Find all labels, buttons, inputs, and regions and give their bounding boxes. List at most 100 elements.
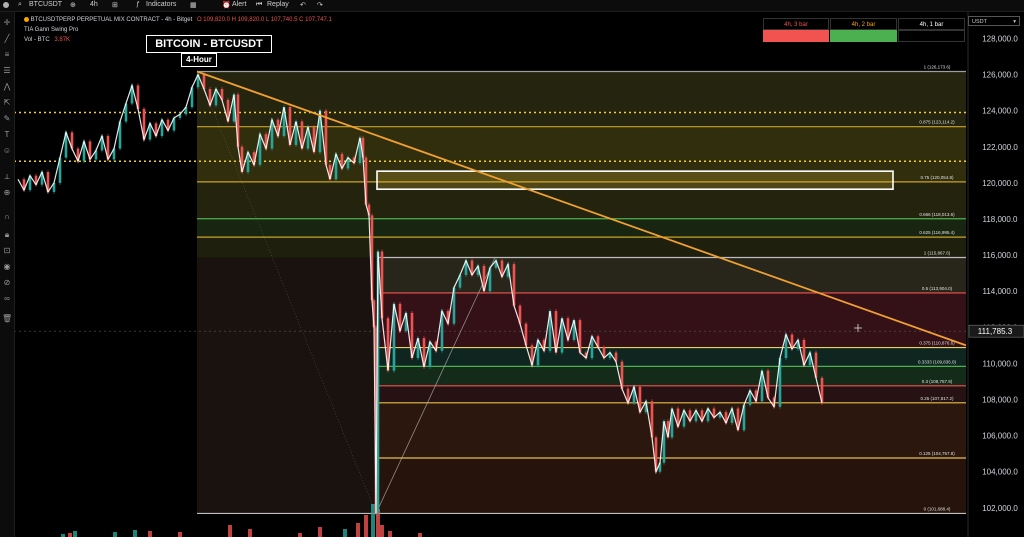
symbol-button[interactable]: BTCUSDT	[29, 1, 63, 8]
descending-trendline	[196, 70, 967, 347]
trend-line-icon[interactable]: ╱	[4, 34, 10, 43]
fib-zone-upper	[197, 181, 966, 219]
tf-cell-1: 4h, 3 bar	[763, 18, 829, 30]
indicators-button[interactable]: Indicators	[146, 1, 177, 8]
fib-level-label: 0.5 (113,904.0)	[922, 286, 953, 291]
fib-zone-lower	[378, 292, 966, 348]
fib-level-label: 0.25 (107,817.2)	[920, 396, 954, 401]
fib-level-label: 0.3 (108,757.9)	[922, 379, 953, 384]
volume-bar	[388, 531, 392, 537]
price-axis-tick: 122,000.0	[982, 143, 1018, 152]
alert-button[interactable]: Alert	[232, 1, 247, 8]
fib-level-label: 0.75 (120,054.8)	[920, 175, 954, 180]
fib-retracement-icon[interactable]: ☰	[3, 66, 11, 75]
volume-bar	[73, 531, 77, 537]
fib-zone-upper	[197, 237, 966, 258]
prediction-icon[interactable]: ⇱	[3, 98, 11, 107]
lock-drawings-icon[interactable]: 🔒︎	[4, 230, 10, 239]
price-axis-tick: 104,000.0	[982, 468, 1018, 477]
hide-icon[interactable]: ⊘	[3, 278, 11, 287]
avatar[interactable]	[3, 2, 9, 8]
volume-bar	[364, 515, 368, 537]
volume-bar	[298, 533, 302, 537]
compare-add-icon[interactable]: ⊕	[70, 2, 76, 9]
volume-bar	[61, 534, 65, 537]
ruler-icon[interactable]: ⟂	[4, 172, 10, 181]
volume-bar	[148, 531, 152, 537]
volume-bar	[248, 529, 252, 537]
symbol-search-icon[interactable]: ⌕	[18, 1, 22, 8]
legend-indicator[interactable]: TIA Gann Swing Pro	[24, 27, 79, 33]
crosshair-icon[interactable]: ✛	[3, 18, 11, 27]
fib-zone-lower	[378, 347, 966, 367]
fib-level-label: 0.375 (110,876.6)	[919, 341, 955, 346]
fib-zone-lower	[378, 385, 966, 403]
chart-subtitle-box: 4-Hour	[181, 53, 217, 67]
legend-volume[interactable]: Vol - BTC 3.87K	[24, 37, 70, 43]
legend-symbol[interactable]: BTCUSDTPERP PERPETUAL MIX CONTRACT - 4h …	[30, 17, 193, 24]
price-axis-tick: 108,000.0	[982, 396, 1018, 405]
text-icon[interactable]: T	[4, 130, 10, 139]
link-icon[interactable]: ∞	[4, 294, 10, 303]
brush-icon[interactable]: ✎	[3, 114, 11, 123]
lock-icon[interactable]: ⊡	[3, 246, 11, 255]
pattern-icon[interactable]: ⋀	[3, 82, 11, 91]
alert-icon[interactable]: ⏰	[222, 2, 231, 9]
fib-level-label: 0.125 (104,757.8)	[919, 451, 955, 456]
price-axis-tick: 118,000.0	[983, 215, 1019, 224]
zoom-in-icon[interactable]: ⊕	[3, 188, 11, 197]
volume-bar	[113, 532, 117, 537]
price-axis-tick: 102,000.0	[982, 504, 1018, 513]
volume-bar	[133, 530, 137, 537]
price-axis-tick: 120,000.0	[982, 179, 1018, 188]
fib-level-label: 1 (126,173.6)	[924, 64, 951, 69]
chevron-down-icon: ▾	[1013, 19, 1016, 25]
price-axis-tick: 110,000.0	[983, 359, 1019, 368]
volume-bar	[376, 509, 380, 537]
eye-icon[interactable]: ◉	[3, 262, 11, 271]
resistance-zone-fill	[377, 171, 893, 190]
fib-zone-lower	[378, 257, 966, 293]
legend-symbol-line: BTCUSDTPERP PERPETUAL MIX CONTRACT - 4h …	[24, 17, 332, 23]
volume-bar	[68, 533, 72, 537]
fib-diagonal-guide	[375, 257, 496, 514]
horizontal-line-icon[interactable]: ≡	[4, 50, 10, 59]
volume-bar	[228, 525, 232, 537]
chart-title-box: BITCOIN - BTCUSDT	[146, 35, 272, 53]
trash-icon[interactable]: 🗑︎	[2, 314, 13, 323]
chart-type-icon[interactable]: ⊞	[112, 2, 118, 9]
fib-level-label: 0.3333 (109,836.0)	[918, 359, 957, 364]
volume-bar	[343, 529, 347, 537]
redo-icon[interactable]: ↷	[317, 2, 323, 9]
interval-button[interactable]: 4h	[90, 1, 98, 8]
drawing-toolbar: ✛ ╱ ≡ ☰ ⋀ ⇱ ✎ T ☺ ⟂ ⊕ ∩ 🔒︎ ⊡ ◉ ⊘ ∞ 🗑︎	[0, 12, 15, 537]
volume-bar	[356, 523, 360, 537]
volume-bar	[371, 504, 375, 537]
fib-level-label: 1 (115,867.6)	[924, 250, 951, 255]
currency-selector[interactable]: USDT ▾	[968, 16, 1020, 26]
fib-zone-left	[197, 257, 378, 514]
undo-icon[interactable]: ↶	[300, 2, 306, 9]
tf-status-1	[763, 30, 829, 42]
fib-zone-lower	[378, 458, 966, 514]
emoji-icon[interactable]: ☺	[2, 146, 12, 155]
price-axis-tick: 124,000.0	[982, 107, 1018, 116]
tf-cell-2: 4h, 2 bar	[830, 18, 897, 30]
fib-level-label: 0.875 (123,114.2)	[919, 120, 955, 125]
fib-level-label: 0.625 (116,995.4)	[919, 230, 955, 235]
tf-status-2	[830, 30, 897, 42]
indicators-icon[interactable]: ƒ	[136, 1, 140, 8]
volume-bar	[418, 533, 422, 537]
fib-level-label: 0.666 (118,013.6)	[919, 212, 955, 217]
legend-volume-label: Vol - BTC	[24, 37, 50, 43]
magnet-icon[interactable]: ∩	[4, 212, 10, 221]
top-toolbar: ⌕ BTCUSDT ⊕ 4h ⊞ ƒ Indicators ▦ ⏰ Alert …	[0, 0, 1024, 12]
replay-button[interactable]: Replay	[267, 1, 289, 8]
bitget-logo-icon	[24, 17, 29, 22]
replay-icon[interactable]: ⏮	[256, 1, 263, 8]
tf-status-3	[898, 30, 965, 42]
current-price-label: 111,785.3	[978, 327, 1013, 336]
price-axis-bg	[968, 12, 1024, 537]
templates-icon[interactable]: ▦	[190, 2, 197, 9]
